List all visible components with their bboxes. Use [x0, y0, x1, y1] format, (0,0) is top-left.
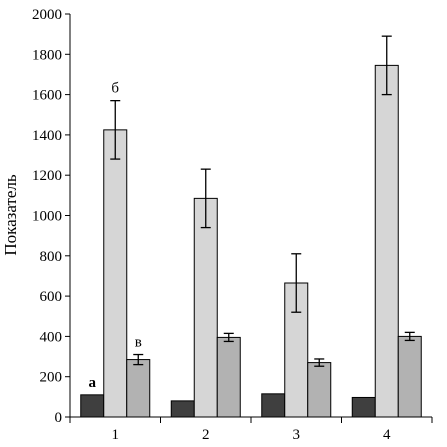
- bar-annotation: в: [135, 335, 142, 351]
- bar: [170, 400, 195, 418]
- bar: [103, 129, 128, 418]
- bar-annotation: б: [111, 81, 119, 97]
- bar: [261, 393, 286, 418]
- bar: [193, 197, 218, 418]
- bar: [351, 396, 376, 418]
- bar-annotation: а: [89, 375, 97, 391]
- y-tick-label: 1400: [32, 128, 62, 144]
- bar: [80, 394, 105, 418]
- x-tick-label: 2: [202, 427, 210, 443]
- bar: [216, 336, 241, 418]
- bar: [374, 64, 399, 418]
- bar: [397, 335, 422, 418]
- bar: [126, 359, 151, 418]
- y-tick-label: 200: [40, 370, 63, 386]
- plot-area: 0 200 400 600 800 1000 1200 1400 1600 1800 2000 1 2 3…: [32, 7, 433, 443]
- x-tick-label: 1: [112, 427, 120, 443]
- y-tick-label: 1200: [32, 168, 62, 184]
- y-axis-title: Показатель: [1, 174, 20, 256]
- x-tick-label: 4: [383, 427, 391, 443]
- y-tick-label: 400: [40, 329, 63, 345]
- bar: [307, 362, 332, 418]
- y-tick-label: 2000: [32, 7, 62, 23]
- y-tick-label: 1600: [32, 88, 62, 104]
- y-tick-label: 800: [40, 249, 63, 265]
- y-tick-label: 0: [55, 410, 63, 426]
- y-tick-label: 600: [40, 289, 63, 305]
- y-tick-label: 1000: [32, 209, 62, 225]
- y-tick-label: 1800: [32, 47, 62, 63]
- x-tick-label: 3: [293, 427, 301, 443]
